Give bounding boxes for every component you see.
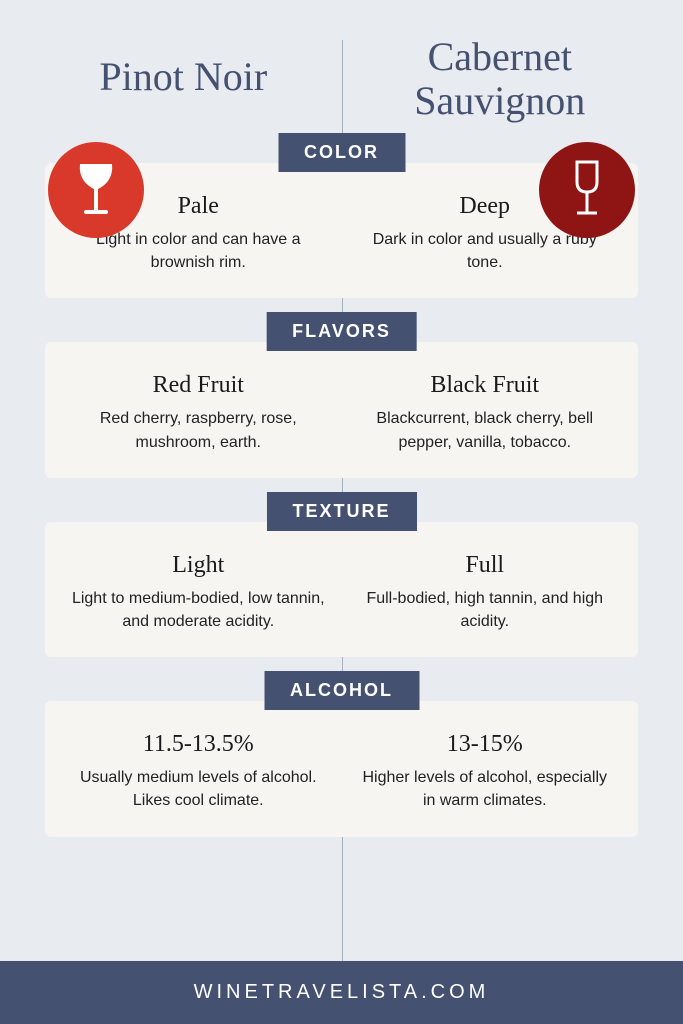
section-badge-alcohol: ALCOHOL — [264, 671, 419, 710]
section-badge-flavors: FLAVORS — [266, 312, 417, 351]
section-badge-texture: TEXTURE — [266, 492, 416, 531]
heading-full: Full — [356, 552, 615, 579]
col-left-alcohol: 11.5-13.5% Usually medium levels of alco… — [55, 731, 342, 812]
heading-alcohol-right: 13-15% — [356, 731, 615, 758]
col-right-alcohol: 13-15% Higher levels of alcohol, especia… — [342, 731, 629, 812]
heading-light: Light — [69, 552, 328, 579]
col-right-texture: Full Full-bodied, high tannin, and high … — [342, 552, 629, 633]
desc-alcohol-left: Usually medium levels of alcohol. Likes … — [69, 766, 328, 812]
wine-glass-icon — [48, 142, 144, 243]
card-flavors: Red Fruit Red cherry, raspberry, rose, m… — [45, 342, 638, 477]
heading-black-fruit: Black Fruit — [356, 372, 615, 399]
heading-red-fruit: Red Fruit — [69, 372, 328, 399]
heading-alcohol-left: 11.5-13.5% — [69, 731, 328, 758]
title-pinot-noir: Pinot Noir — [45, 35, 342, 123]
col-right-flavors: Black Fruit Blackcurrent, black cherry, … — [342, 372, 629, 453]
card-texture: Light Light to medium-bodied, low tannin… — [45, 522, 638, 657]
desc-alcohol-right: Higher levels of alcohol, especially in … — [356, 766, 615, 812]
card-alcohol: 11.5-13.5% Usually medium levels of alco… — [45, 701, 638, 836]
wine-glass-icon — [539, 142, 635, 243]
desc-black-fruit: Blackcurrent, black cherry, bell pepper,… — [356, 407, 615, 453]
desc-light: Light to medium-bodied, low tannin, and … — [69, 587, 328, 633]
section-badge-color: COLOR — [278, 133, 405, 172]
desc-red-fruit: Red cherry, raspberry, rose, mushroom, e… — [69, 407, 328, 453]
footer: WINETRAVELISTA.COM — [0, 961, 683, 1024]
col-left-flavors: Red Fruit Red cherry, raspberry, rose, m… — [55, 372, 342, 453]
desc-full: Full-bodied, high tannin, and high acidi… — [356, 587, 615, 633]
col-left-texture: Light Light to medium-bodied, low tannin… — [55, 552, 342, 633]
title-cabernet-sauvignon: Cabernet Sauvignon — [342, 35, 639, 123]
